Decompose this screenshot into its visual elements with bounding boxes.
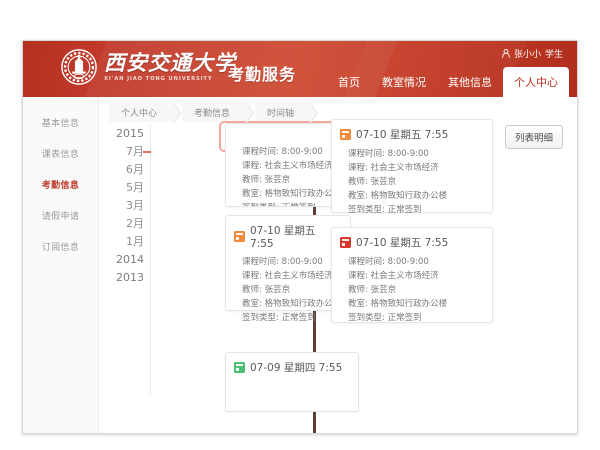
rail-item-2015[interactable]: 2015 [116, 127, 144, 140]
rail-item-jun[interactable]: 6月 [126, 163, 144, 176]
rail-item-jan[interactable]: 1月 [126, 235, 144, 248]
breadcrumb: 个人中心 考勤信息 时间轴 [99, 97, 577, 125]
attendance-card-course-time: 课程时间: 8:00-9:00 [242, 147, 323, 157]
user-role: 学生 [544, 50, 563, 60]
attendance-card-classroom: 教室: 格物致知行政办公楼 [348, 191, 448, 201]
attendance-card-course: 课程: 社会主义市场经济 [242, 271, 333, 281]
attendance-card-teacher: 教师: 张芸京 [348, 285, 397, 295]
app-window: 西安交通大学 XI'AN JIAO TONG UNIVERSITY 考勤服务 张… [22, 40, 578, 434]
attendance-card-header: 07-10 星期五 7:55 [340, 127, 483, 142]
attendance-card-classroom: 教室: 格物致知行政办公楼 [348, 299, 448, 309]
content-area: 个人中心 考勤信息 时间轴 2015年 07月 10日 [99, 97, 577, 433]
page-body: 基本信息 课表信息 考勤信息 请假申请 订阅信息 个人中心 考勤信息 时间轴 2… [23, 97, 577, 433]
sidebar-item-leave-request[interactable]: 请假申请 [41, 212, 80, 222]
breadcrumb-item-timeline[interactable]: 时间轴 [255, 102, 319, 123]
calendar-icon [340, 237, 351, 248]
attendance-card-course: 课程: 社会主义市场经济 [348, 271, 439, 281]
sidebar-item-basic-info[interactable]: 基本信息 [41, 119, 80, 129]
attendance-card-sign-type: 签到类型: 正常签到 [348, 313, 422, 323]
rail-item-feb[interactable]: 2月 [126, 217, 144, 230]
calendar-icon [234, 362, 245, 373]
attendance-card-date: 07-09 星期四 7:55 [250, 362, 343, 374]
site-header: 西安交通大学 XI'AN JIAO TONG UNIVERSITY 考勤服务 张… [23, 41, 577, 97]
attendance-card-course-time: 课程时间: 8:00-9:00 [242, 257, 323, 267]
breadcrumb-item-personal-center[interactable]: 个人中心 [109, 102, 182, 123]
rail-item-may[interactable]: 5月 [126, 181, 144, 194]
sidebar-item-schedule-info[interactable]: 课表信息 [41, 150, 80, 160]
attendance-card-course: 课程: 社会主义市场经济 [242, 161, 333, 171]
calendar-icon [340, 129, 351, 140]
attendance-card[interactable]: 07-10 星期五 7:55 课程时间: 8:00-9:00 课程: 社会主义市… [225, 123, 351, 207]
university-name-cn: 西安交通大学 [104, 49, 236, 75]
user-icon [502, 49, 510, 58]
app-title: 考勤服务 [228, 65, 297, 84]
sidebar: 基本信息 课表信息 考勤信息 请假申请 订阅信息 [23, 97, 99, 433]
attendance-card[interactable]: 07-09 星期四 7:55 [225, 352, 359, 412]
rail-item-2013[interactable]: 2013 [116, 271, 144, 284]
attendance-card-teacher: 教师: 张芸京 [242, 285, 291, 295]
attendance-card-date: 07-10 星期五 7:55 [356, 237, 449, 249]
main-nav: 首页 教室情况 其他信息 个人中心 [327, 67, 569, 97]
brand-logo[interactable]: 西安交通大学 XI'AN JIAO TONG UNIVERSITY [61, 49, 236, 85]
rail-item-jul[interactable]: 7月 [107, 143, 151, 161]
user-name: 张小小 [513, 50, 541, 60]
attendance-card[interactable]: 07-10 星期五 7:55 课程时间: 8:00-9:00 课程: 社会主义市… [331, 119, 493, 215]
attendance-card-course: 课程: 社会主义市场经济 [348, 163, 439, 173]
nav-item-classroom[interactable]: 教室情况 [382, 76, 426, 89]
attendance-card-classroom: 教室: 格物致知行政办公楼 [242, 299, 342, 309]
university-name: 西安交通大学 XI'AN JIAO TONG UNIVERSITY [104, 52, 236, 82]
university-seal-icon [61, 49, 97, 85]
sidebar-item-subscription-info[interactable]: 订阅信息 [41, 243, 80, 253]
sidebar-item-attendance-info[interactable]: 考勤信息 [41, 181, 80, 191]
attendance-card-header: 07-09 星期四 7:55 [234, 360, 349, 375]
attendance-card-teacher: 教师: 张芸京 [348, 177, 397, 187]
attendance-card-date: 07-10 星期五 7:55 [250, 225, 316, 250]
date-rail: 2015 7月 6月 5月 3月 2月 1月 2014 2013 [107, 125, 151, 395]
rail-item-2014[interactable]: 2014 [116, 253, 144, 266]
attendance-card-sign-type: 签到类型: 正常签到 [348, 205, 422, 215]
attendance-card-course-time: 课程时间: 8:00-9:00 [348, 257, 429, 267]
attendance-card-sign-type: 签到类型: 正常签到 [242, 313, 316, 323]
calendar-icon [234, 231, 245, 242]
attendance-card-course-time: 课程时间: 8:00-9:00 [348, 149, 429, 159]
attendance-card-teacher: 教师: 张芸京 [242, 175, 291, 185]
rail-item-mar[interactable]: 3月 [126, 199, 144, 212]
attendance-card[interactable]: 07-10 星期五 7:55 课程时间: 8:00-9:00 课程: 社会主义市… [331, 227, 493, 323]
attendance-card[interactable]: 07-10 星期五 7:55 课程时间: 8:00-9:00 课程: 社会主义市… [225, 215, 351, 323]
attendance-card-date: 07-10 星期五 7:55 [356, 129, 449, 141]
nav-item-other-info[interactable]: 其他信息 [448, 76, 492, 89]
list-detail-button[interactable]: 列表明细 [504, 125, 563, 149]
user-info[interactable]: 张小小 学生 [502, 47, 563, 60]
attendance-card-header: 07-10 星期五 7:55 [340, 235, 483, 250]
nav-item-personal-center[interactable]: 个人中心 [503, 67, 569, 97]
university-name-en: XI'AN JIAO TONG UNIVERSITY [104, 75, 213, 82]
attendance-card-classroom: 教室: 格物致知行政办公楼 [242, 189, 342, 199]
attendance-card-header: 07-10 星期五 7:55 [234, 223, 341, 250]
nav-item-home[interactable]: 首页 [338, 76, 360, 89]
attendance-card-sign-type: 签到类型: 正常签到 [234, 201, 341, 206]
breadcrumb-item-attendance-info[interactable]: 考勤信息 [182, 102, 255, 123]
